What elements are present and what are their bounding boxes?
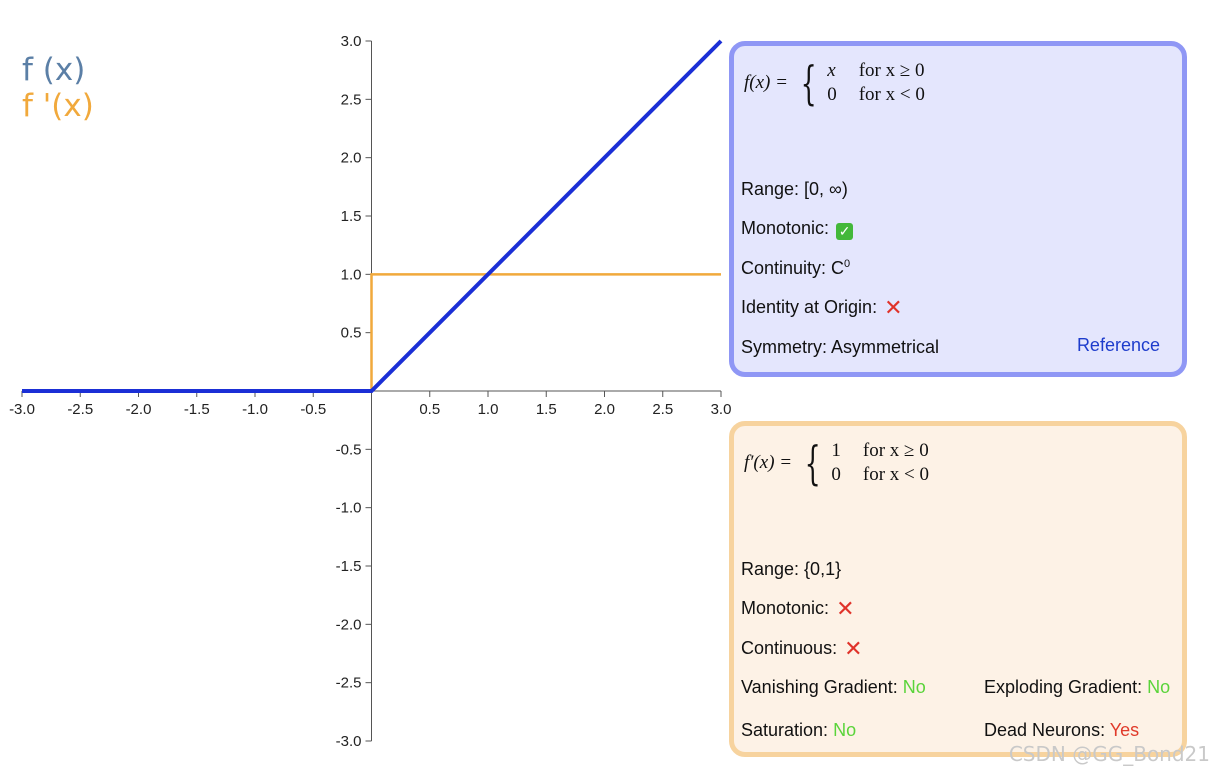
monotonic-label: Monotonic: — [741, 218, 830, 238]
cross-mark-icon: ✕ — [844, 637, 863, 662]
continuous-row: Continuous: ✕ — [741, 637, 863, 662]
cross-mark-icon: ✕ — [884, 296, 903, 321]
check-mark-icon: ✓ — [836, 223, 854, 240]
continuity-row: Continuity: C0 — [741, 258, 850, 279]
relu-chart: -3.0 -2.5 -2.0 -1.5 -1.0 -0.5 0.5 1.0 1.5 2.0 2.5 3… — [9, 33, 731, 750]
x-tick-label: 0.5 — [419, 401, 440, 418]
derivative-formula: f′(x) = { 1 for x ≥ 0 0 for x < 0 — [744, 440, 929, 486]
range-text: Range: {0,1} — [741, 559, 842, 579]
x-tick-label: -3.0 — [9, 401, 35, 418]
monotonic-label: Monotonic: — [741, 598, 830, 618]
y-tick-label: 1.5 — [341, 208, 362, 225]
x-tick-label: -1.5 — [184, 401, 210, 418]
x-tick-label: 3.0 — [711, 401, 732, 418]
case2-condition: for x < 0 — [858, 84, 925, 105]
chart-ticks: -3.0 -2.5 -2.0 -1.5 -1.0 -0.5 0.5 1.0 1.5 2.0 2.5 3… — [9, 33, 731, 750]
case1-condition: for x ≥ 0 — [858, 60, 925, 81]
formula-brace: { — [804, 436, 821, 490]
saturation-value: No — [833, 720, 857, 740]
dead-neurons-row: Dead Neurons: Yes — [984, 720, 1139, 741]
x-tick-label: -2.0 — [126, 401, 152, 418]
monotonic-row: Monotonic: ✓ — [741, 218, 854, 240]
x-tick-label: 2.0 — [594, 401, 615, 418]
exploding-gradient-row: Exploding Gradient: No — [984, 677, 1170, 698]
case1-value: 1 — [831, 440, 841, 461]
case1-value: x — [827, 60, 836, 81]
watermark: CSDN @GG_Bond21 — [1008, 742, 1210, 766]
y-tick-label: -3.0 — [336, 733, 362, 750]
symmetry-text: Symmetry: Asymmetrical — [741, 337, 940, 357]
case2-value: 0 — [827, 84, 837, 105]
identity-row: Identity at Origin: ✕ — [741, 296, 903, 321]
function-formula: f(x) = { x for x ≥ 0 0 for x < 0 — [744, 60, 925, 106]
dead-value: Yes — [1109, 720, 1140, 740]
y-tick-label: 1.0 — [341, 266, 362, 283]
continuity-label: Continuity: C — [741, 258, 845, 278]
x-tick-label: 1.0 — [478, 401, 499, 418]
dead-label: Dead Neurons: — [984, 720, 1106, 740]
formula-brace: { — [800, 56, 817, 110]
legend-fprime: f '(x) — [22, 88, 94, 124]
y-tick-label: -1.0 — [336, 500, 362, 517]
exploding-value: No — [1147, 677, 1171, 697]
x-tick-label: -2.5 — [67, 401, 93, 418]
y-tick-label: 2.0 — [341, 150, 362, 167]
vanishing-gradient-row: Vanishing Gradient: No — [741, 677, 926, 698]
y-tick-label: -0.5 — [336, 441, 362, 458]
saturation-label: Saturation: — [741, 720, 829, 740]
y-tick-label: 2.5 — [341, 91, 362, 108]
saturation-row: Saturation: No — [741, 720, 856, 741]
chart-series — [22, 39, 723, 393]
vanishing-value: No — [902, 677, 926, 697]
series-fprime-line — [22, 273, 721, 393]
x-tick-label: -1.0 — [242, 401, 268, 418]
case2-condition: for x < 0 — [862, 464, 929, 485]
x-tick-label: 1.5 — [536, 401, 557, 418]
continuity-superscript: 0 — [844, 258, 851, 270]
reference-link[interactable]: Reference — [1076, 335, 1160, 355]
cross-mark-icon: ✕ — [836, 597, 855, 622]
formula-lhs: f(x) = — [744, 72, 788, 93]
y-tick-label: 3.0 — [341, 33, 362, 50]
series-f-line — [22, 39, 723, 393]
x-tick-label: 2.5 — [652, 401, 673, 418]
function-info-panel: f(x) = { x for x ≥ 0 0 for x < 0 Range: … — [729, 41, 1187, 377]
legend-f: f (x) — [22, 52, 86, 88]
case2-value: 0 — [831, 464, 841, 485]
y-tick-label: 0.5 — [341, 325, 362, 342]
y-tick-label: -2.5 — [336, 675, 362, 692]
exploding-label: Exploding Gradient: — [984, 677, 1143, 697]
identity-label: Identity at Origin: — [741, 297, 878, 317]
x-tick-label: -0.5 — [300, 401, 326, 418]
y-tick-label: -1.5 — [336, 558, 362, 575]
vanishing-label: Vanishing Gradient: — [741, 677, 898, 697]
range-text: Range: [0, ∞) — [741, 179, 848, 199]
derivative-info-panel: f′(x) = { 1 for x ≥ 0 0 for x < 0 Range:… — [729, 421, 1187, 757]
case1-condition: for x ≥ 0 — [862, 440, 929, 461]
continuous-label: Continuous: — [741, 638, 838, 658]
y-tick-label: -2.0 — [336, 616, 362, 633]
formula-lhs: f′(x) = — [744, 452, 793, 473]
monotonic-row: Monotonic: ✕ — [741, 597, 855, 622]
